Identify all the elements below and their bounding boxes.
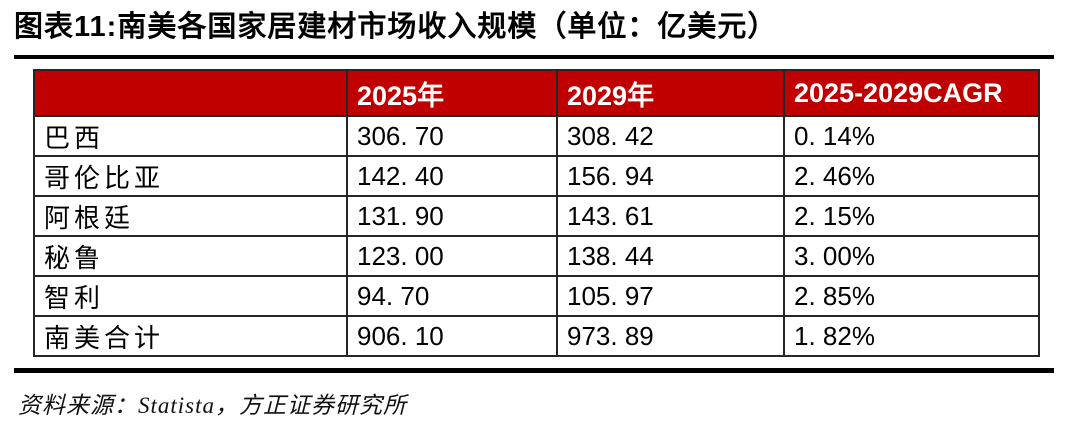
row-value: 123. 00 [346,235,558,277]
source-note: 资料来源：Statista，方正证券研究所 [18,393,408,418]
row-value: 2. 85% [783,275,1040,317]
row-value: 142. 40 [346,155,558,197]
table-row: 南美合计 906. 10 973. 89 1. 82% [33,315,1040,357]
bottom-divider [14,368,1054,373]
row-label: 巴西 [33,115,348,157]
row-value: 156. 94 [556,155,785,197]
row-label: 南美合计 [33,315,348,357]
table-row: 巴西 306. 70 308. 42 0. 14% [33,115,1040,157]
header-cell-region [33,69,348,117]
table-row: 哥伦比亚 142. 40 156. 94 2. 46% [33,155,1040,197]
row-value: 3. 00% [783,235,1040,277]
table-row: 智利 94. 70 105. 97 2. 85% [33,275,1040,317]
header-cell-2025: 2025年 [346,69,558,117]
row-value: 2. 46% [783,155,1040,197]
row-label: 阿根廷 [33,195,348,237]
row-value: 94. 70 [346,275,558,317]
row-label: 哥伦比亚 [33,155,348,197]
table-header-row: 2025年 2029年 2025-2029CAGR [33,69,1040,117]
row-value: 906. 10 [346,315,558,357]
data-table: 2025年 2029年 2025-2029CAGR 巴西 306. 70 308. … [33,69,1040,357]
row-value: 143. 61 [556,195,785,237]
row-value: 131. 90 [346,195,558,237]
row-value: 308. 42 [556,115,785,157]
title-divider [14,55,1054,59]
row-value: 1. 82% [783,315,1040,357]
row-value: 306. 70 [346,115,558,157]
table-row: 秘鲁 123. 00 138. 44 3. 00% [33,235,1040,277]
table-body: 巴西 306. 70 308. 42 0. 14% 哥伦比亚 142. 40 156. 94… [33,115,1040,357]
header-cell-2029: 2029年 [556,69,785,117]
figure-title: 图表11:南美各国家居建材市场收入规模（单位：亿美元） [14,11,778,43]
row-label: 秘鲁 [33,235,348,277]
row-value: 2. 15% [783,195,1040,237]
row-value: 973. 89 [556,315,785,357]
header-cell-cagr: 2025-2029CAGR [783,69,1040,117]
figure-container: 图表11:南美各国家居建材市场收入规模（单位：亿美元） 2025年 2029年 … [0,8,1080,420]
table-row: 阿根廷 131. 90 143. 61 2. 15% [33,195,1040,237]
row-value: 105. 97 [556,275,785,317]
row-value: 138. 44 [556,235,785,277]
row-value: 0. 14% [783,115,1040,157]
row-label: 智利 [33,275,348,317]
